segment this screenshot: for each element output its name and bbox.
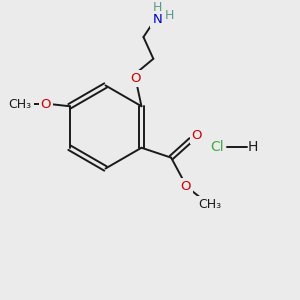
Text: CH₃: CH₃	[9, 98, 32, 111]
Text: H: H	[153, 1, 162, 14]
Text: O: O	[130, 72, 141, 85]
Text: Cl: Cl	[210, 140, 224, 154]
Text: H: H	[248, 140, 258, 154]
Text: O: O	[192, 129, 202, 142]
Text: O: O	[40, 98, 51, 111]
Text: CH₃: CH₃	[198, 198, 221, 211]
Text: O: O	[181, 180, 191, 193]
Text: N: N	[152, 13, 162, 26]
Text: H: H	[164, 9, 174, 22]
